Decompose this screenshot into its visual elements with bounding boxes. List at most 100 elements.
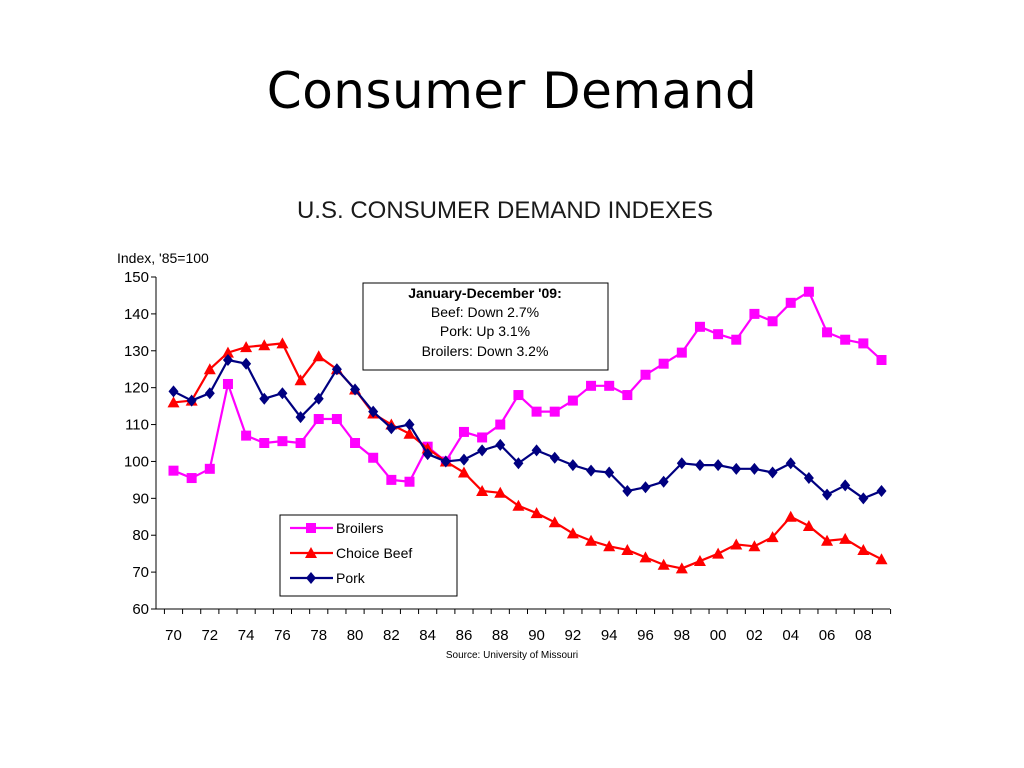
point-pork: [404, 418, 415, 431]
point-choice-beef: [675, 562, 688, 574]
point-broilers: [586, 380, 597, 391]
series-line-broilers: [173, 290, 883, 483]
point-broilers: [241, 430, 252, 441]
annotation-line-broilers: Broilers: Down 3.2%: [422, 343, 549, 359]
annotation-line-pork: Pork: Up 3.1%: [440, 323, 530, 339]
x-tick-label: 74: [238, 627, 255, 644]
point-choice-beef: [276, 337, 289, 349]
x-tick-label: 90: [528, 627, 545, 644]
point-pork: [731, 462, 742, 475]
y-tick-label: 60: [132, 601, 149, 618]
point-pork: [549, 451, 560, 464]
point-broilers: [676, 347, 687, 358]
point-broilers: [767, 316, 778, 327]
point-pork: [186, 394, 197, 407]
point-broilers: [622, 390, 633, 401]
point-broilers: [658, 358, 669, 369]
point-broilers: [531, 406, 542, 417]
point-choice-beef: [693, 555, 706, 567]
point-choice-beef: [821, 534, 834, 546]
point-broilers: [168, 465, 179, 476]
point-choice-beef: [857, 543, 870, 555]
point-pork: [259, 392, 270, 405]
point-broilers: [567, 395, 578, 406]
point-broilers: [386, 474, 397, 485]
point-pork: [350, 383, 361, 396]
point-pork: [658, 475, 669, 488]
point-choice-beef: [585, 534, 598, 546]
point-broilers: [259, 438, 270, 448]
annotation-box: January-December '09: Beef: Down 2.7% Po…: [362, 282, 609, 371]
point-broilers: [640, 369, 651, 380]
chart-title: U.S. CONSUMER DEMAND INDEXES: [297, 197, 713, 224]
point-broilers: [803, 286, 814, 297]
point-pork: [222, 354, 233, 366]
x-tick-label: 06: [819, 627, 836, 644]
point-pork: [458, 453, 469, 466]
point-pork: [513, 457, 524, 470]
point-pork: [567, 459, 578, 472]
point-choice-beef: [603, 540, 616, 552]
point-broilers: [404, 476, 415, 487]
point-pork: [840, 479, 851, 492]
legend: Broilers Choice Beef Pork: [279, 514, 458, 597]
source-note: Source: University of Missouri: [446, 650, 578, 661]
point-broilers: [604, 380, 615, 391]
point-broilers: [295, 438, 306, 448]
legend-swatch-marker: [305, 547, 317, 558]
point-choice-beef: [766, 531, 779, 543]
y-tick-label: 120: [124, 380, 149, 397]
point-pork: [749, 462, 760, 475]
annotation-title: January-December '09:: [408, 285, 562, 301]
y-tick-label: 70: [132, 564, 149, 581]
point-pork: [477, 444, 488, 457]
point-broilers: [331, 414, 342, 425]
y-tick-label: 100: [124, 453, 149, 470]
point-broilers: [858, 338, 869, 349]
point-pork: [440, 455, 451, 468]
x-tick-label: 92: [565, 627, 582, 644]
point-pork: [803, 472, 814, 485]
x-tick-label: 02: [746, 627, 763, 644]
point-choice-beef: [730, 538, 743, 550]
point-choice-beef: [240, 341, 253, 353]
slide-title: Consumer Demand: [266, 62, 758, 120]
x-tick-label: 84: [419, 627, 436, 644]
point-pork: [876, 484, 887, 497]
point-broilers: [222, 378, 233, 389]
point-pork: [531, 444, 542, 457]
y-tick-label: 130: [124, 343, 149, 360]
point-pork: [604, 466, 615, 479]
x-tick-label: 70: [165, 627, 182, 644]
y-tick-label: 80: [132, 527, 149, 544]
point-choice-beef: [639, 551, 652, 563]
point-pork: [767, 466, 778, 479]
point-choice-beef: [494, 486, 507, 498]
point-broilers: [549, 406, 560, 417]
point-broilers: [186, 473, 197, 484]
point-choice-beef: [548, 516, 561, 528]
point-pork: [622, 484, 633, 497]
point-pork: [368, 405, 379, 418]
x-tick-label: 96: [637, 627, 654, 644]
x-tick-label: 00: [710, 627, 727, 644]
point-pork: [168, 385, 179, 398]
legend-swatch-marker: [306, 523, 316, 533]
legend-label: Choice Beef: [336, 545, 412, 561]
point-choice-beef: [657, 558, 670, 570]
annotation-line-beef: Beef: Down 2.7%: [431, 304, 539, 320]
point-pork: [713, 459, 724, 472]
point-broilers: [350, 438, 361, 448]
point-choice-beef: [258, 339, 271, 351]
point-pork: [822, 488, 833, 501]
series-line-pork: [173, 358, 882, 500]
point-broilers: [313, 414, 324, 425]
point-pork: [331, 363, 342, 376]
point-choice-beef: [203, 363, 216, 375]
point-choice-beef: [221, 346, 234, 358]
point-broilers: [368, 452, 379, 463]
point-pork: [241, 357, 252, 370]
legend-label: Broilers: [336, 520, 383, 536]
point-broilers: [458, 426, 469, 437]
